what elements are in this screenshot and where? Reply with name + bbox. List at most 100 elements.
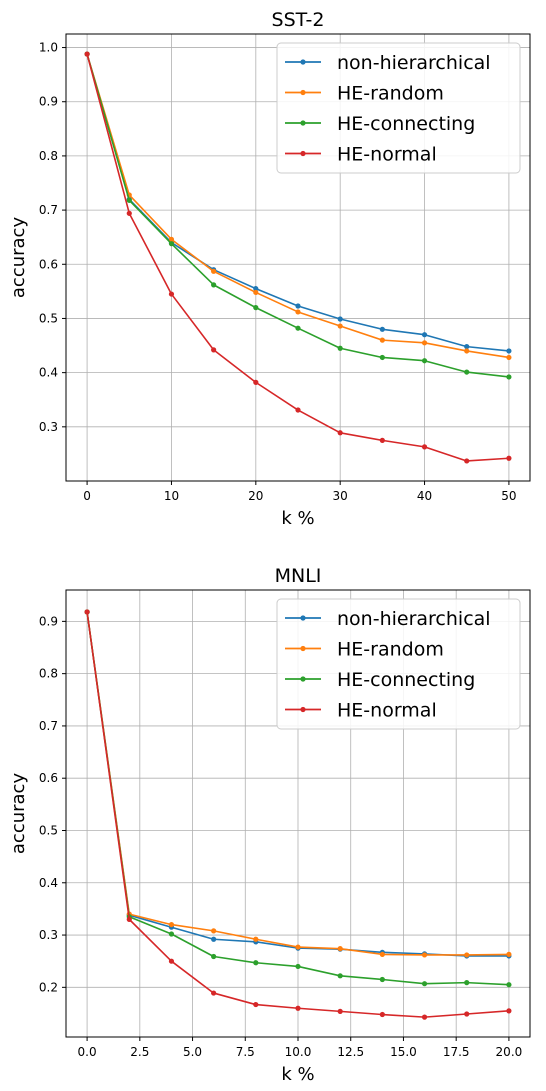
data-point — [337, 316, 343, 322]
data-point — [421, 332, 428, 338]
data-point — [337, 323, 343, 329]
y-tick-label: 0.8 — [39, 149, 58, 163]
data-point — [421, 1014, 428, 1020]
data-point — [379, 437, 385, 443]
x-tick-label: 15.0 — [390, 1045, 417, 1059]
data-point — [168, 958, 175, 964]
data-point — [211, 953, 217, 960]
y-tick-label: 0.5 — [39, 823, 58, 837]
data-point — [464, 458, 470, 464]
data-point — [211, 928, 217, 934]
data-point — [464, 348, 470, 354]
x-tick-label: 10 — [164, 489, 179, 503]
x-tick-label: 20 — [248, 489, 263, 503]
legend-entry: HE-random — [337, 83, 444, 105]
legend-entry: HE-random — [337, 639, 444, 661]
x-axis-label: k % — [281, 1064, 314, 1085]
data-point — [337, 1008, 343, 1014]
y-tick-label: 0.2 — [39, 980, 58, 994]
data-point — [168, 236, 175, 242]
chart-panel-1: 0 10 20 30 40 50 0.3 0.4 0.5 0.6 0.7 0.8 0.9 1.0 SST-2… — [8, 9, 531, 529]
legend: non-hierarchical HE-random HE-connecting HE… — [276, 598, 521, 730]
data-point — [253, 286, 259, 292]
data-point — [379, 1011, 385, 1018]
y-tick-label: 0.3 — [39, 420, 58, 434]
y-tick-label: 0.6 — [39, 257, 58, 271]
x-tick-label: 20.0 — [496, 1045, 523, 1059]
legend-entry: non-hierarchical — [337, 608, 491, 630]
data-point — [421, 952, 428, 958]
data-point — [253, 379, 259, 385]
data-point — [379, 976, 385, 983]
data-point — [295, 944, 301, 950]
data-point — [506, 951, 512, 957]
data-point — [464, 952, 470, 958]
x-tick-label: 7.5 — [236, 1045, 255, 1059]
data-point — [421, 981, 428, 987]
x-axis-label: k % — [281, 508, 314, 529]
x-tick-label: 40 — [417, 489, 432, 503]
legend-swatch-marker — [300, 645, 306, 652]
data-point — [168, 241, 175, 247]
x-tick-label: 17.5 — [443, 1045, 470, 1059]
x-tick-label: 0.0 — [78, 1045, 97, 1059]
data-point — [421, 340, 428, 346]
data-point — [168, 931, 175, 937]
legend-swatch-marker — [300, 59, 306, 65]
x-tick-label: 30 — [333, 489, 348, 503]
data-point — [295, 325, 301, 331]
data-point — [337, 430, 343, 436]
y-tick-label: 0.4 — [39, 876, 58, 890]
data-point — [506, 348, 512, 354]
data-point — [253, 960, 259, 966]
legend-swatch-marker — [300, 150, 306, 157]
data-point — [253, 289, 259, 296]
chart-title: SST-2 — [272, 9, 325, 31]
legend-swatch-marker — [300, 615, 306, 621]
data-point — [295, 309, 301, 315]
data-point — [506, 1008, 512, 1014]
data-point — [168, 291, 175, 297]
plot-frame — [65, 33, 531, 482]
data-point — [211, 282, 217, 288]
legend-swatch-marker — [300, 120, 306, 126]
data-point — [126, 210, 132, 216]
data-point — [337, 345, 343, 351]
x-tick-label: 2.5 — [130, 1045, 149, 1059]
data-point — [506, 982, 512, 988]
x-tick-label: 0 — [83, 489, 91, 503]
data-point — [253, 305, 259, 311]
x-tick-label: 50 — [501, 489, 516, 503]
data-point — [126, 197, 132, 203]
data-point — [253, 936, 259, 942]
data-point — [168, 921, 175, 928]
y-tick-label: 0.5 — [39, 311, 58, 325]
data-point — [295, 303, 301, 309]
data-point — [506, 354, 512, 361]
legend-swatch-marker — [300, 676, 306, 682]
legend-swatch-marker — [300, 89, 306, 96]
y-tick-label: 0.7 — [39, 203, 58, 217]
legend-entry: HE-connecting — [337, 669, 475, 691]
data-point — [211, 347, 217, 353]
y-axis-label: accuracy — [8, 217, 29, 299]
legend-entry: HE-normal — [337, 700, 437, 722]
chart-panel-2: 0.0 2.5 5.0 7.5 10.0 12.5 15.0 17.5 20.0 0.2 0.3 0.… — [8, 565, 531, 1085]
data-point — [295, 963, 301, 970]
data-point — [379, 326, 385, 332]
data-point — [295, 407, 301, 413]
data-point — [337, 946, 343, 952]
y-tick-label: 0.3 — [39, 928, 58, 942]
data-point — [464, 369, 470, 375]
data-point — [421, 358, 428, 364]
data-point — [253, 1001, 259, 1008]
legend-box — [276, 42, 521, 174]
y-axis-label: accuracy — [8, 773, 29, 855]
legend: non-hierarchical HE-random HE-connecting HE… — [276, 42, 521, 174]
y-tick-label: 1.0 — [39, 41, 58, 55]
data-point — [379, 337, 385, 343]
data-point — [464, 344, 470, 350]
data-point — [464, 980, 470, 986]
data-point — [421, 444, 428, 450]
